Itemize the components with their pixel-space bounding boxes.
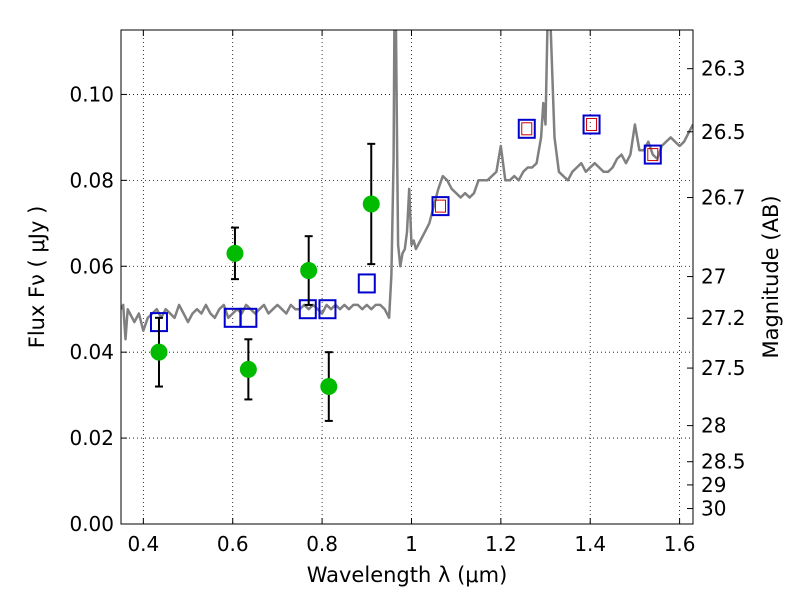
right-tick-label: 29 — [701, 473, 726, 497]
y-axis-label: Flux Fν ( μJy ) — [25, 206, 49, 349]
x-axis-label: Wavelength λ (μm) — [307, 563, 508, 587]
right-tick-label: 26.5 — [701, 120, 746, 144]
model-square — [582, 114, 601, 135]
x-tick-label: 0.4 — [127, 532, 159, 556]
observed-point — [226, 244, 244, 262]
observed-point — [300, 262, 318, 280]
x-tick-label: 1.6 — [664, 532, 696, 556]
right-tick-label: 27 — [701, 265, 726, 289]
right-tick-label: 27.2 — [701, 306, 746, 330]
right-tick-label: 28.5 — [701, 450, 746, 474]
observed-point — [320, 378, 338, 396]
observed-point — [150, 343, 168, 361]
model-square — [357, 273, 376, 294]
plot-area — [121, 30, 693, 341]
y-tick-label: 0.08 — [69, 168, 114, 192]
right-axis-label: Magnitude (AB) — [759, 195, 783, 358]
x-tick-label: 1.4 — [574, 532, 606, 556]
x-tick-label: 0.6 — [217, 532, 249, 556]
x-tick-label: 1 — [405, 532, 418, 556]
model-square — [431, 196, 450, 217]
markers — [149, 114, 662, 422]
y-tick-label: 0.06 — [69, 254, 114, 278]
right-tick-label: 27.5 — [701, 356, 746, 380]
ir-square — [521, 122, 533, 136]
right-tick-label: 28 — [701, 414, 726, 438]
right-tick-label: 26.7 — [701, 186, 746, 210]
right-tick-label: 30 — [701, 497, 726, 521]
x-tick-label: 0.8 — [306, 532, 338, 556]
model-square — [517, 118, 536, 139]
model-square — [643, 144, 662, 165]
right-tick-label: 26.3 — [701, 57, 746, 81]
model-square — [318, 299, 337, 320]
ir-square — [435, 199, 447, 213]
spectrum-line — [121, 30, 693, 341]
x-tick-label: 1.2 — [485, 532, 517, 556]
ticks: 0.4 0.6 0.8 1 1.2 1.4 1.6 0.00 0.02 0.04 0.06 0.08 0… — [69, 30, 746, 556]
ir-square — [647, 148, 659, 162]
y-tick-label: 0.00 — [69, 512, 114, 536]
y-tick-label: 0.02 — [69, 426, 114, 450]
y-tick-label: 0.10 — [69, 82, 114, 106]
model-square — [239, 307, 258, 328]
ir-square — [586, 118, 598, 132]
y-tick-label: 0.04 — [69, 340, 114, 364]
observed-point — [239, 360, 257, 378]
observed-point — [362, 195, 380, 213]
